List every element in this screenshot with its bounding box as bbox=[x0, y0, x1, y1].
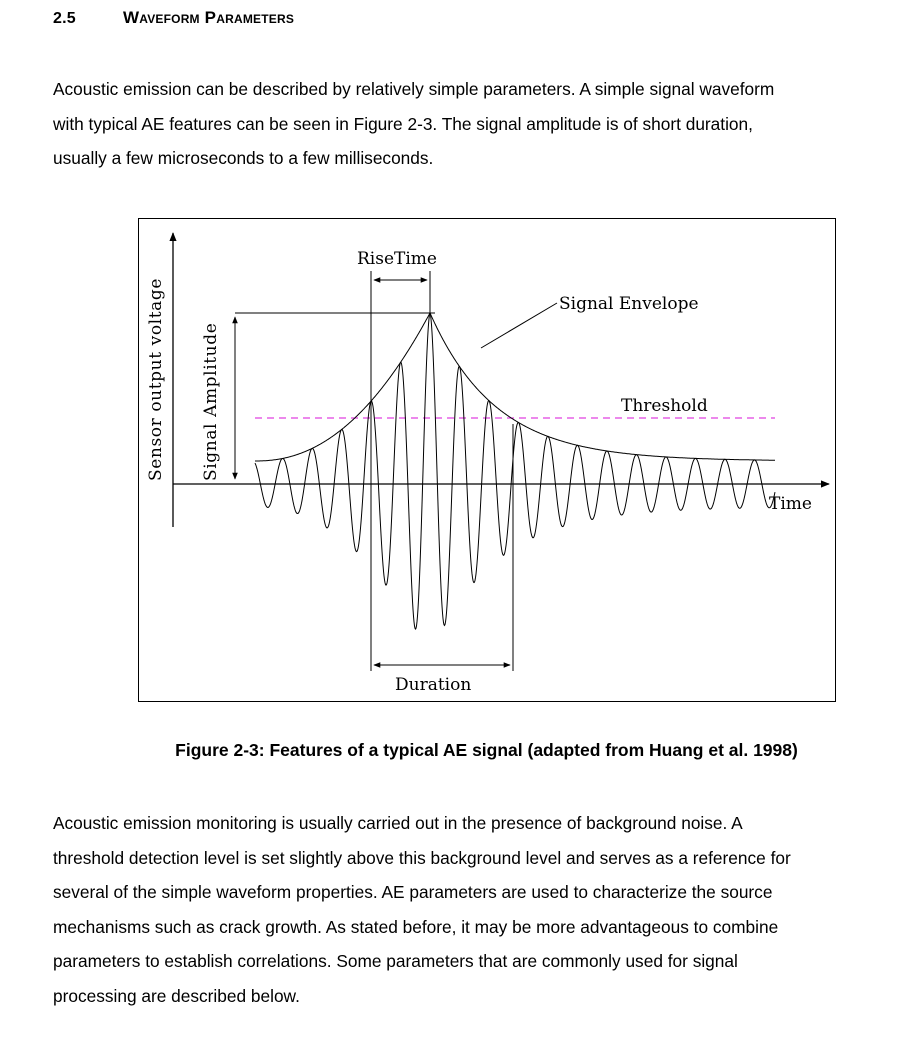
intro-line: Acoustic emission can be described by re… bbox=[53, 79, 775, 99]
ae-signal-diagram: Sensor output voltage Signal Amplitude R… bbox=[146, 232, 830, 695]
amplitude-label: Signal Amplitude bbox=[201, 323, 221, 481]
envelope-leader-line bbox=[480, 302, 558, 349]
body-line: processing are described below. bbox=[53, 985, 300, 1006]
section-title: Waveform Parameters bbox=[123, 8, 295, 27]
duration-label: Duration bbox=[395, 675, 471, 695]
rise-time-label: RiseTime bbox=[357, 249, 437, 269]
intro-line: usually a few microseconds to a few mill… bbox=[53, 148, 434, 168]
intro-line: with typical AE features can be seen in … bbox=[53, 113, 753, 134]
time-axis-label: Time bbox=[769, 494, 812, 514]
section-heading: 2.5 Waveform Parameters bbox=[53, 8, 294, 28]
body-line: Acoustic emission monitoring is usually … bbox=[53, 813, 743, 833]
body-line: parameters to establish correlations. So… bbox=[53, 951, 738, 971]
section-number: 2.5 bbox=[53, 10, 76, 27]
threshold-label: Threshold bbox=[621, 396, 708, 416]
body-line: mechanisms such as crack growth. As stat… bbox=[53, 916, 779, 937]
y-axis-label: Sensor output voltage bbox=[146, 278, 166, 481]
body-line: threshold detection level is set slightl… bbox=[53, 847, 791, 868]
intro-paragraph: Acoustic emission can be described by re… bbox=[53, 72, 913, 176]
ae-signal-figure: Sensor output voltage Signal Amplitude R… bbox=[138, 218, 836, 702]
signal-waveform bbox=[254, 312, 776, 631]
figure-caption: Figure 2-3: Features of a typical AE sig… bbox=[175, 740, 798, 760]
envelope-label: Signal Envelope bbox=[559, 294, 699, 314]
body-line: several of the simple waveform propertie… bbox=[53, 882, 773, 902]
body-paragraph: Acoustic emission monitoring is usually … bbox=[53, 806, 913, 1013]
